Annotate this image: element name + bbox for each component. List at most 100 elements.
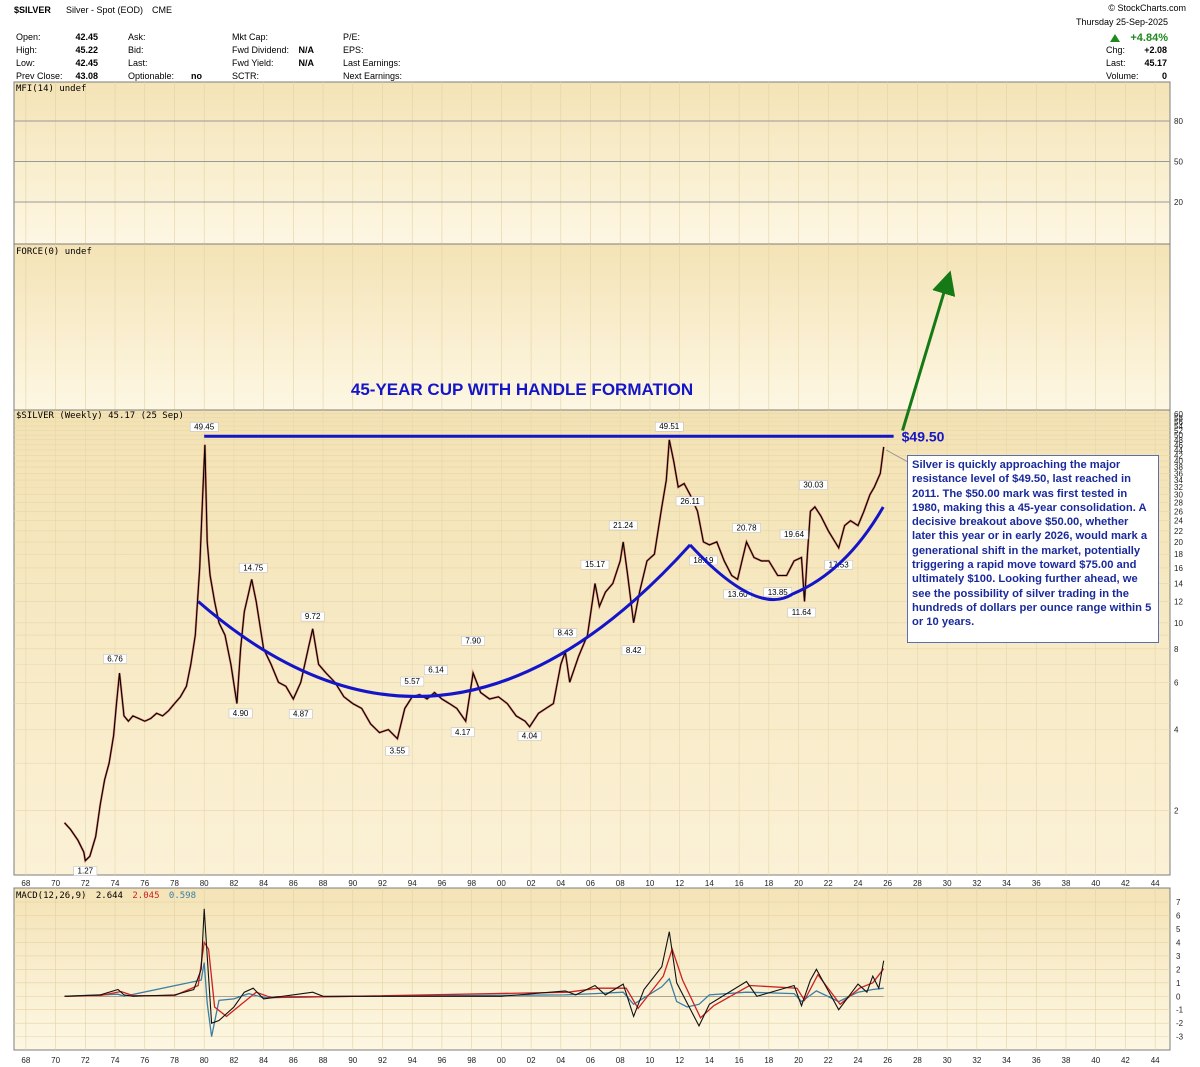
price-label-box bbox=[675, 496, 705, 507]
x-axis-tick: 02 bbox=[527, 879, 536, 888]
stat-value: N/A bbox=[299, 45, 315, 55]
price-label: 4.17 bbox=[455, 728, 471, 737]
macd-x-axis-tick: 26 bbox=[883, 1056, 892, 1065]
watermark-text: © StockCharts.com bbox=[1108, 3, 1186, 13]
stat-label: SCTR: bbox=[232, 71, 259, 81]
stat-right-value: 45.17 bbox=[1144, 58, 1167, 68]
price-label-box bbox=[288, 709, 313, 719]
stat-value: N/A bbox=[299, 58, 315, 68]
macd-x-axis: 68 70 72 74 76 78 80 82 84 86 88 90 92 94 96 98 00 02 04 06… bbox=[21, 1056, 1160, 1065]
stat-label: Low: bbox=[16, 58, 35, 68]
price-label-box bbox=[103, 654, 127, 664]
stat-label: Optionable: bbox=[128, 71, 174, 81]
x-axis-tick: 92 bbox=[378, 879, 387, 888]
macd-x-axis-tick: 86 bbox=[289, 1056, 298, 1065]
macd-x-axis-tick: 08 bbox=[616, 1056, 625, 1065]
macd-x-axis-tick: 04 bbox=[556, 1056, 565, 1065]
x-axis-tick: 76 bbox=[140, 879, 149, 888]
stat-value: 42.45 bbox=[75, 32, 98, 42]
macd-x-axis-tick: 32 bbox=[972, 1056, 981, 1065]
stat-right-label: Volume: bbox=[1106, 71, 1139, 81]
price-label: 5.57 bbox=[404, 677, 420, 686]
macd-x-axis-tick: 92 bbox=[378, 1056, 387, 1065]
force-panel: FORCE(0) undef bbox=[13, 243, 1171, 411]
price-label: 9.72 bbox=[305, 612, 321, 621]
price-label: 4.87 bbox=[293, 710, 309, 719]
macd-x-axis-tick: 68 bbox=[21, 1056, 30, 1065]
price-label: 49.51 bbox=[659, 422, 680, 431]
x-axis-tick: 20 bbox=[794, 879, 803, 888]
x-axis-tick: 84 bbox=[259, 879, 268, 888]
stat-label: High: bbox=[16, 45, 37, 55]
price-label: 30.03 bbox=[803, 481, 824, 490]
x-axis-tick: 12 bbox=[675, 879, 684, 888]
macd-x-axis-tick: 12 bbox=[675, 1056, 684, 1065]
price-label: 6.14 bbox=[428, 666, 444, 675]
price-label: 13.85 bbox=[768, 588, 789, 597]
signal-legend-value: 2.045 bbox=[132, 891, 159, 901]
stat-label: Fwd Yield: bbox=[232, 58, 274, 68]
price-label-box bbox=[517, 731, 542, 741]
macd-y-tick: 3 bbox=[1176, 952, 1181, 961]
mfi-y-tick: 20 bbox=[1174, 198, 1183, 207]
price-label-box bbox=[461, 636, 485, 646]
stat-label: Mkt Cap: bbox=[232, 32, 268, 42]
price-y-tick: 32 bbox=[1174, 483, 1183, 492]
macd-x-axis-tick: 14 bbox=[705, 1056, 714, 1065]
macd-y-tick: -1 bbox=[1176, 1006, 1184, 1015]
price-y-tick: 58 bbox=[1174, 414, 1183, 423]
stat-label: Ask: bbox=[128, 32, 146, 42]
change-pct: +4.84% bbox=[1130, 32, 1168, 44]
formation-title: 45-YEAR CUP WITH HANDLE FORMATION bbox=[351, 380, 693, 399]
x-axis-tick: 34 bbox=[1002, 879, 1011, 888]
date-label: Thursday 25-Sep-2025 bbox=[1076, 17, 1168, 27]
symbol-name: Silver - Spot (EOD) bbox=[66, 5, 143, 15]
macd-legend: MACD(12,26,9) 2.644 2.045 0.598 bbox=[16, 891, 196, 901]
price-y-tick: 28 bbox=[1174, 499, 1183, 508]
x-axis-tick: 08 bbox=[616, 879, 625, 888]
x-axis-tick: 28 bbox=[913, 879, 922, 888]
price-label-box bbox=[763, 587, 792, 598]
macd-y-tick: 7 bbox=[1176, 898, 1181, 907]
macd-x-axis-tick: 20 bbox=[794, 1056, 803, 1065]
price-label-box bbox=[450, 727, 475, 738]
x-axis-tick: 24 bbox=[854, 879, 863, 888]
price-y-tick: 22 bbox=[1174, 527, 1183, 536]
macd-y-tick: -3 bbox=[1176, 1033, 1184, 1042]
breakout-arrow bbox=[901, 270, 956, 431]
price-label: 20.78 bbox=[737, 523, 758, 532]
price-label: 13.60 bbox=[728, 590, 749, 599]
price-y-tick: 44 bbox=[1174, 446, 1183, 455]
price-y-tick: 8 bbox=[1174, 645, 1179, 654]
price-label-box bbox=[238, 563, 268, 573]
price-y-tick: 26 bbox=[1174, 507, 1183, 516]
stat-value: 43.08 bbox=[75, 71, 98, 81]
mfi-panel: 80 50 20 MFI(14) undef bbox=[13, 81, 1183, 245]
stat-label: EPS: bbox=[343, 45, 364, 55]
macd-x-axis-tick: 36 bbox=[1032, 1056, 1041, 1065]
price-x-axis: 68 70 72 74 76 78 80 82 84 86 88 90 92 94 96 98 00 02 04 06… bbox=[21, 879, 1160, 888]
mfi-panel-bg bbox=[13, 81, 1171, 245]
force-legend: FORCE(0) undef bbox=[16, 247, 92, 257]
x-axis-tick: 16 bbox=[735, 879, 744, 888]
macd-x-axis-tick: 06 bbox=[586, 1056, 595, 1065]
macd-legend-value: 2.644 bbox=[96, 891, 123, 901]
price-label: 6.76 bbox=[107, 654, 123, 663]
price-y-tick: 18 bbox=[1174, 550, 1183, 559]
price-label-box bbox=[608, 520, 638, 531]
price-label: 8.42 bbox=[626, 646, 642, 655]
macd-x-axis-tick: 70 bbox=[51, 1056, 60, 1065]
stat-value: no bbox=[191, 71, 202, 81]
macd-x-axis-tick: 42 bbox=[1121, 1056, 1130, 1065]
price-label: 21.24 bbox=[613, 521, 634, 530]
macd-legend-prefix: MACD(12,26,9) bbox=[16, 891, 86, 901]
price-label-box bbox=[73, 866, 98, 876]
price-label: 7.90 bbox=[465, 636, 481, 645]
price-y-tick: 48 bbox=[1174, 436, 1183, 445]
histogram-legend-value: 0.598 bbox=[169, 891, 196, 901]
x-axis-tick: 94 bbox=[408, 879, 417, 888]
macd-x-axis-tick: 90 bbox=[348, 1056, 357, 1065]
x-axis-tick: 14 bbox=[705, 879, 714, 888]
x-axis-tick: 96 bbox=[437, 879, 446, 888]
price-line bbox=[64, 439, 885, 862]
